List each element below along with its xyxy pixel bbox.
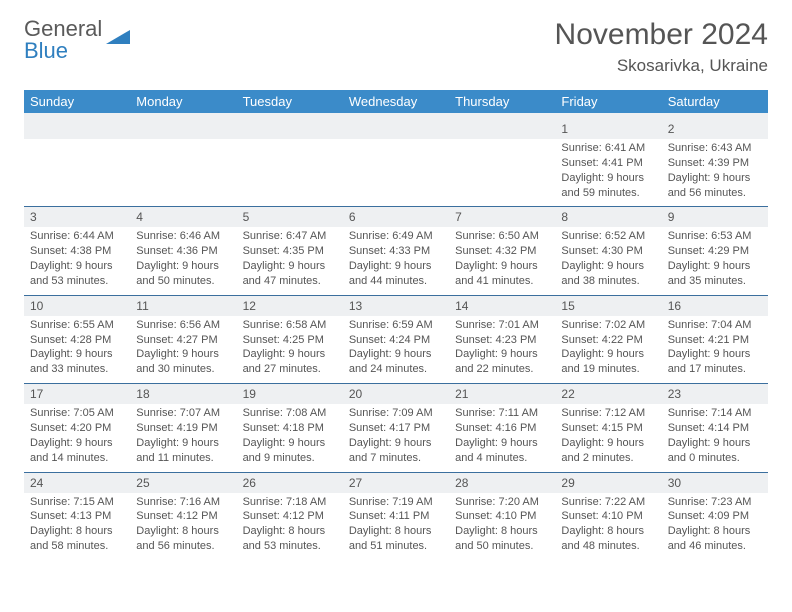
day-detail: Sunrise: 7:09 AMSunset: 4:17 PMDaylight:… bbox=[343, 404, 449, 472]
day-number-row: 12 bbox=[24, 119, 768, 139]
day-detail: Sunrise: 7:23 AMSunset: 4:09 PMDaylight:… bbox=[662, 493, 768, 560]
day-detail: Sunrise: 6:43 AMSunset: 4:39 PMDaylight:… bbox=[662, 139, 768, 207]
weekday-header-row: Sunday Monday Tuesday Wednesday Thursday… bbox=[24, 90, 768, 113]
day-detail-row: Sunrise: 6:55 AMSunset: 4:28 PMDaylight:… bbox=[24, 316, 768, 384]
day-detail: Sunrise: 7:11 AMSunset: 4:16 PMDaylight:… bbox=[449, 404, 555, 472]
day-detail: Sunrise: 6:59 AMSunset: 4:24 PMDaylight:… bbox=[343, 316, 449, 384]
day-detail: Sunrise: 7:18 AMSunset: 4:12 PMDaylight:… bbox=[237, 493, 343, 560]
day-number: 10 bbox=[24, 295, 130, 316]
day-number: 21 bbox=[449, 384, 555, 405]
weekday-header: Saturday bbox=[662, 90, 768, 113]
day-detail-row: Sunrise: 7:05 AMSunset: 4:20 PMDaylight:… bbox=[24, 404, 768, 472]
day-detail: Sunrise: 7:15 AMSunset: 4:13 PMDaylight:… bbox=[24, 493, 130, 560]
header: General Blue November 2024 Skosarivka, U… bbox=[24, 18, 768, 76]
weekday-header: Monday bbox=[130, 90, 236, 113]
day-number bbox=[130, 119, 236, 139]
day-detail: Sunrise: 6:41 AMSunset: 4:41 PMDaylight:… bbox=[555, 139, 661, 207]
day-number: 14 bbox=[449, 295, 555, 316]
day-detail: Sunrise: 7:04 AMSunset: 4:21 PMDaylight:… bbox=[662, 316, 768, 384]
day-number: 7 bbox=[449, 207, 555, 228]
day-number: 1 bbox=[555, 119, 661, 139]
day-detail: Sunrise: 6:53 AMSunset: 4:29 PMDaylight:… bbox=[662, 227, 768, 295]
day-detail: Sunrise: 7:01 AMSunset: 4:23 PMDaylight:… bbox=[449, 316, 555, 384]
day-detail: Sunrise: 7:12 AMSunset: 4:15 PMDaylight:… bbox=[555, 404, 661, 472]
day-detail: Sunrise: 7:08 AMSunset: 4:18 PMDaylight:… bbox=[237, 404, 343, 472]
day-detail-row: Sunrise: 6:44 AMSunset: 4:38 PMDaylight:… bbox=[24, 227, 768, 295]
day-detail-row: Sunrise: 7:15 AMSunset: 4:13 PMDaylight:… bbox=[24, 493, 768, 560]
title-block: November 2024 Skosarivka, Ukraine bbox=[555, 18, 768, 76]
day-number: 24 bbox=[24, 472, 130, 493]
day-detail: Sunrise: 7:22 AMSunset: 4:10 PMDaylight:… bbox=[555, 493, 661, 560]
month-title: November 2024 bbox=[555, 18, 768, 52]
day-detail: Sunrise: 6:52 AMSunset: 4:30 PMDaylight:… bbox=[555, 227, 661, 295]
day-detail bbox=[449, 139, 555, 207]
day-detail: Sunrise: 7:20 AMSunset: 4:10 PMDaylight:… bbox=[449, 493, 555, 560]
day-number: 4 bbox=[130, 207, 236, 228]
day-number: 28 bbox=[449, 472, 555, 493]
day-number: 13 bbox=[343, 295, 449, 316]
day-detail: Sunrise: 7:02 AMSunset: 4:22 PMDaylight:… bbox=[555, 316, 661, 384]
weekday-header: Wednesday bbox=[343, 90, 449, 113]
day-number: 12 bbox=[237, 295, 343, 316]
day-detail: Sunrise: 6:56 AMSunset: 4:27 PMDaylight:… bbox=[130, 316, 236, 384]
day-detail bbox=[24, 139, 130, 207]
day-number: 29 bbox=[555, 472, 661, 493]
brand-logo: General Blue bbox=[24, 18, 134, 62]
day-detail: Sunrise: 7:16 AMSunset: 4:12 PMDaylight:… bbox=[130, 493, 236, 560]
day-detail: Sunrise: 6:47 AMSunset: 4:35 PMDaylight:… bbox=[237, 227, 343, 295]
day-detail: Sunrise: 6:49 AMSunset: 4:33 PMDaylight:… bbox=[343, 227, 449, 295]
day-detail: Sunrise: 7:19 AMSunset: 4:11 PMDaylight:… bbox=[343, 493, 449, 560]
day-number bbox=[24, 119, 130, 139]
day-detail: Sunrise: 7:05 AMSunset: 4:20 PMDaylight:… bbox=[24, 404, 130, 472]
day-number: 6 bbox=[343, 207, 449, 228]
weekday-header: Tuesday bbox=[237, 90, 343, 113]
day-number: 20 bbox=[343, 384, 449, 405]
weekday-header: Friday bbox=[555, 90, 661, 113]
calendar-table: Sunday Monday Tuesday Wednesday Thursday… bbox=[24, 90, 768, 560]
day-number: 15 bbox=[555, 295, 661, 316]
brand-triangle-icon bbox=[106, 28, 134, 53]
day-number: 3 bbox=[24, 207, 130, 228]
day-number: 17 bbox=[24, 384, 130, 405]
day-number-row: 10111213141516 bbox=[24, 295, 768, 316]
day-number-row: 17181920212223 bbox=[24, 384, 768, 405]
weekday-header: Sunday bbox=[24, 90, 130, 113]
day-detail bbox=[343, 139, 449, 207]
day-number: 30 bbox=[662, 472, 768, 493]
day-detail: Sunrise: 6:58 AMSunset: 4:25 PMDaylight:… bbox=[237, 316, 343, 384]
day-number: 23 bbox=[662, 384, 768, 405]
day-number bbox=[449, 119, 555, 139]
weekday-header: Thursday bbox=[449, 90, 555, 113]
day-number-row: 24252627282930 bbox=[24, 472, 768, 493]
day-number: 16 bbox=[662, 295, 768, 316]
brand-line2: Blue bbox=[24, 38, 68, 63]
day-detail: Sunrise: 7:07 AMSunset: 4:19 PMDaylight:… bbox=[130, 404, 236, 472]
day-number bbox=[237, 119, 343, 139]
day-detail: Sunrise: 6:44 AMSunset: 4:38 PMDaylight:… bbox=[24, 227, 130, 295]
day-number: 25 bbox=[130, 472, 236, 493]
day-detail bbox=[237, 139, 343, 207]
day-number: 26 bbox=[237, 472, 343, 493]
brand-text: General Blue bbox=[24, 18, 102, 62]
day-number: 9 bbox=[662, 207, 768, 228]
day-detail-row: Sunrise: 6:41 AMSunset: 4:41 PMDaylight:… bbox=[24, 139, 768, 207]
location-label: Skosarivka, Ukraine bbox=[555, 56, 768, 76]
day-detail: Sunrise: 6:55 AMSunset: 4:28 PMDaylight:… bbox=[24, 316, 130, 384]
day-number: 18 bbox=[130, 384, 236, 405]
day-detail: Sunrise: 7:14 AMSunset: 4:14 PMDaylight:… bbox=[662, 404, 768, 472]
day-detail: Sunrise: 6:46 AMSunset: 4:36 PMDaylight:… bbox=[130, 227, 236, 295]
day-number-row: 3456789 bbox=[24, 207, 768, 228]
day-detail bbox=[130, 139, 236, 207]
day-detail: Sunrise: 6:50 AMSunset: 4:32 PMDaylight:… bbox=[449, 227, 555, 295]
day-number: 11 bbox=[130, 295, 236, 316]
day-number: 27 bbox=[343, 472, 449, 493]
day-number: 22 bbox=[555, 384, 661, 405]
day-number: 8 bbox=[555, 207, 661, 228]
day-number: 5 bbox=[237, 207, 343, 228]
day-number bbox=[343, 119, 449, 139]
day-number: 2 bbox=[662, 119, 768, 139]
day-number: 19 bbox=[237, 384, 343, 405]
